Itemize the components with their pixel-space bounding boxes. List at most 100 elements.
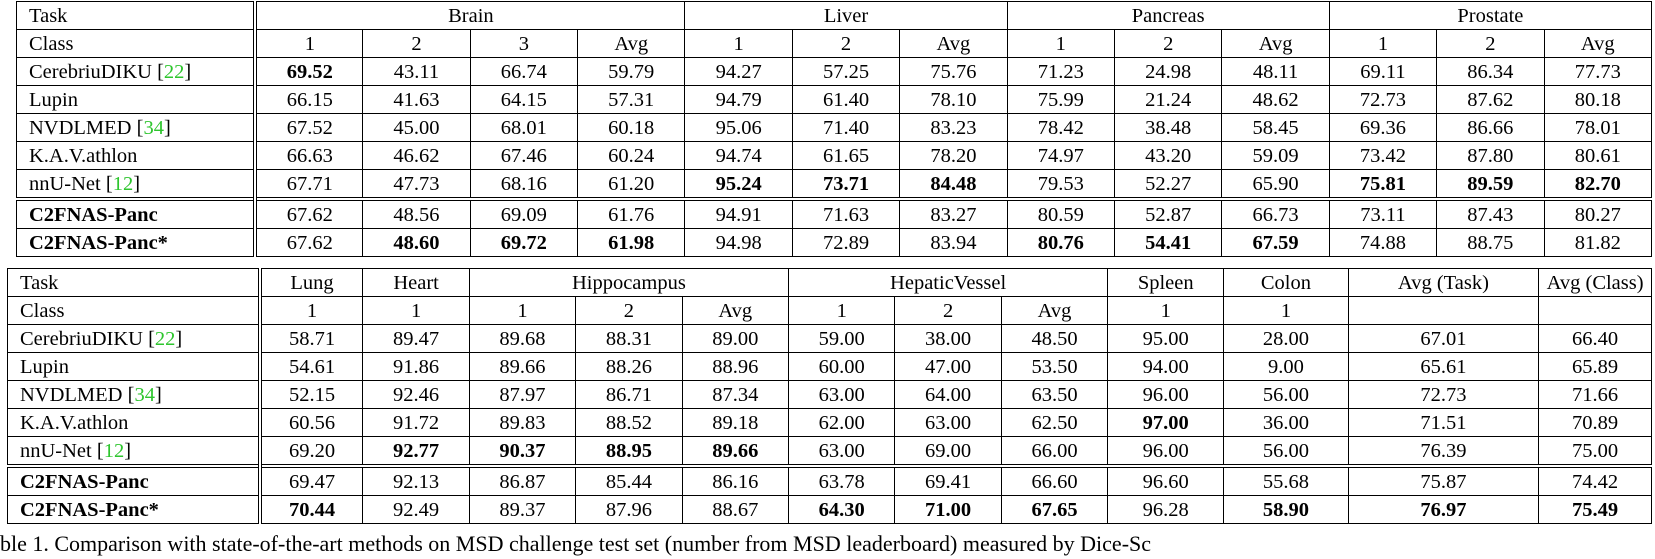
value-cell: 48.50	[1000, 324, 1109, 353]
value-cell: 70.89	[1538, 408, 1652, 437]
citation: [22]	[151, 60, 192, 83]
task-header-row: Task Lung Heart Hippocampus HepaticVessel Spl…	[6, 268, 1652, 297]
value-cell: 28.00	[1223, 324, 1349, 353]
value-cell: 80.18	[1543, 85, 1653, 114]
value-cell: 71.66	[1538, 380, 1652, 409]
table-row: C2FNAS-Panc* 70.44 92.49 89.37 87.96 88.67 64.…	[6, 495, 1652, 524]
value-cell: 87.43	[1436, 197, 1545, 229]
value-cell: 89.68	[468, 324, 577, 353]
value-cell: 83.94	[899, 228, 1008, 257]
table-row: C2FNAS-Panc 67.62 48.56 69.09 61.76 94.91 71.6…	[16, 197, 1653, 229]
class-header-cell: 1	[1006, 29, 1116, 58]
value-cell: 74.88	[1328, 228, 1438, 257]
method-cell: NVDLMED [34]	[6, 380, 262, 409]
value-cell: 64.15	[469, 85, 579, 114]
value-cell: 75.76	[899, 57, 1008, 86]
method-cell: C2FNAS-Panc	[16, 197, 258, 229]
citation-number: 12	[103, 439, 125, 462]
value-cell: 95.24	[684, 169, 793, 200]
value-cell: 66.73	[1221, 197, 1330, 229]
class-header-cell: Avg	[577, 29, 686, 58]
value-cell: 68.16	[469, 169, 579, 200]
value-cell: 54.61	[259, 352, 364, 381]
table-row: C2FNAS-Panc 69.47 92.13 86.87 85.44 86.16 63.7…	[6, 464, 1652, 496]
class-header-cell: Avg	[1221, 29, 1330, 58]
task-header-label: Task	[6, 268, 262, 297]
class-header-cell: 2	[791, 29, 901, 58]
results-table-bottom: Task Lung Heart Hippocampus HepaticVessel Spl…	[6, 268, 1652, 524]
value-cell: 94.74	[684, 141, 793, 170]
class-header-cell: 2	[575, 296, 683, 325]
method-name: CerebriuDIKU	[20, 327, 143, 350]
value-cell: 52.15	[259, 380, 364, 409]
class-header-cell: 1	[1107, 296, 1225, 325]
value-cell: 57.25	[791, 57, 901, 86]
method-name: NVDLMED	[29, 116, 132, 139]
method-cell: NVDLMED [34]	[16, 113, 258, 142]
value-cell: 79.53	[1006, 169, 1116, 200]
method-name: NVDLMED	[20, 383, 123, 406]
value-cell: 96.00	[1107, 380, 1225, 409]
value-cell: 73.42	[1328, 141, 1438, 170]
value-cell: 60.18	[577, 113, 686, 142]
class-header-label: Class	[6, 296, 262, 325]
value-cell: 60.24	[577, 141, 686, 170]
value-cell: 69.72	[469, 228, 579, 257]
value-cell: 69.47	[259, 464, 364, 496]
value-cell: 48.11	[1221, 57, 1330, 86]
value-cell: 78.10	[899, 85, 1008, 114]
value-cell: 45.00	[362, 113, 471, 142]
value-cell: 86.71	[575, 380, 683, 409]
method-name: C2FNAS-Panc	[20, 470, 149, 493]
value-cell: 97.00	[1107, 408, 1225, 437]
value-cell: 63.00	[787, 380, 896, 409]
value-cell: 21.24	[1113, 85, 1223, 114]
method-name: Lupin	[20, 355, 69, 378]
value-cell: 64.30	[787, 495, 896, 524]
value-cell: 71.00	[894, 495, 1002, 524]
table-row: nnU-Net [12] 69.20 92.77 90.37 88.95 89.66 63.…	[6, 436, 1652, 467]
citation-number: 22	[154, 327, 176, 350]
value-cell: 56.00	[1223, 380, 1349, 409]
task-header: Hippocampus	[468, 268, 790, 297]
value-cell: 87.97	[468, 380, 577, 409]
value-cell: 46.62	[362, 141, 471, 170]
value-cell: 75.87	[1347, 464, 1540, 496]
value-cell: 94.98	[684, 228, 793, 257]
value-cell: 9.00	[1223, 352, 1349, 381]
value-cell: 62.50	[1000, 408, 1109, 437]
value-cell: 72.73	[1328, 85, 1438, 114]
value-cell: 80.61	[1543, 141, 1653, 170]
value-cell: 86.34	[1436, 57, 1545, 86]
value-cell: 48.60	[362, 228, 471, 257]
value-cell: 66.74	[469, 57, 579, 86]
class-header-cell: 1	[254, 29, 364, 58]
value-cell: 88.95	[575, 436, 683, 467]
value-cell: 69.11	[1328, 57, 1438, 86]
value-cell: 74.97	[1006, 141, 1116, 170]
value-cell: 43.20	[1113, 141, 1223, 170]
value-cell: 92.77	[362, 436, 470, 467]
value-cell: 71.40	[791, 113, 901, 142]
value-cell: 67.46	[469, 141, 579, 170]
value-cell: 61.65	[791, 141, 901, 170]
value-cell: 95.00	[1107, 324, 1225, 353]
value-cell: 48.62	[1221, 85, 1330, 114]
value-cell: 57.31	[577, 85, 686, 114]
value-cell: 95.06	[684, 113, 793, 142]
value-cell: 89.47	[362, 324, 470, 353]
value-cell: 78.42	[1006, 113, 1116, 142]
class-header-cell: 3	[469, 29, 579, 58]
method-cell: K.A.V.athlon	[16, 141, 258, 170]
value-cell: 58.71	[259, 324, 364, 353]
class-header-cell	[1538, 296, 1652, 325]
value-cell: 63.00	[787, 436, 896, 467]
citation-number: 34	[134, 383, 155, 406]
value-cell: 67.65	[1000, 495, 1109, 524]
value-cell: 60.56	[259, 408, 364, 437]
value-cell: 67.01	[1347, 324, 1540, 353]
value-cell: 76.97	[1347, 495, 1540, 524]
value-cell: 67.71	[254, 169, 364, 200]
value-cell: 89.37	[468, 495, 577, 524]
value-cell: 47.73	[362, 169, 471, 200]
